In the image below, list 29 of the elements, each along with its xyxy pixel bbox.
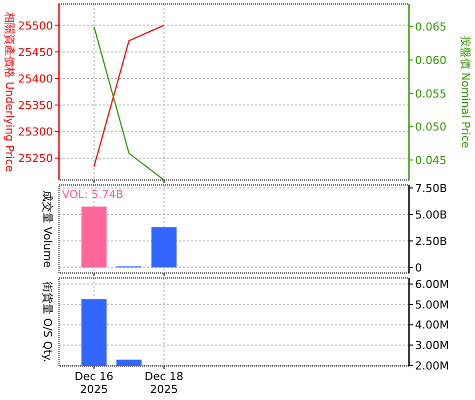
y-tick-label: 2.50B [415, 234, 448, 248]
y-axis-title: 相關資產價格 Underlying Price [3, 12, 16, 172]
y-tick-label: 5.00B [415, 208, 448, 222]
y2-tick-label: 0.055 [415, 87, 446, 100]
y-tick-label: 25350 [18, 99, 53, 112]
y-tick-label: 25300 [18, 126, 53, 139]
y-tick-label: 25400 [18, 72, 53, 86]
annotation: VOL: 5.74B [62, 188, 124, 201]
y2-tick-label: 0.060 [415, 54, 446, 67]
y-tick-label: 5.00M [415, 298, 449, 312]
y-tick-label: 25450 [18, 46, 53, 59]
y-tick-label: 2.00M [415, 359, 449, 372]
y-tick-label: 25250 [18, 152, 53, 166]
y-axis-title: 街貨量 O/S Qty. [41, 282, 54, 362]
y-tick-label: 3.00M [415, 339, 449, 352]
y-tick-label: 0 [415, 261, 422, 274]
y2-tick-label: 0.050 [415, 120, 446, 134]
y2-tick-label: 0.065 [415, 20, 446, 34]
y2-tick-label: 0.045 [415, 154, 446, 167]
x-tick-label: Dec 16 2025 [74, 370, 114, 396]
bar [81, 206, 107, 268]
y-tick-label: 6.00M [415, 278, 449, 292]
y-tick-label: 4.00M [415, 318, 449, 332]
y-axis-title: 成交量 Volume [41, 190, 54, 268]
y2-axis-title: 按盤價 Nominal Price [459, 36, 472, 148]
y-tick-label: 7.50B [415, 182, 448, 195]
bar [151, 227, 177, 268]
x-tick-label: Dec 18 2025 [144, 370, 184, 396]
y-tick-label: 25500 [18, 19, 53, 32]
